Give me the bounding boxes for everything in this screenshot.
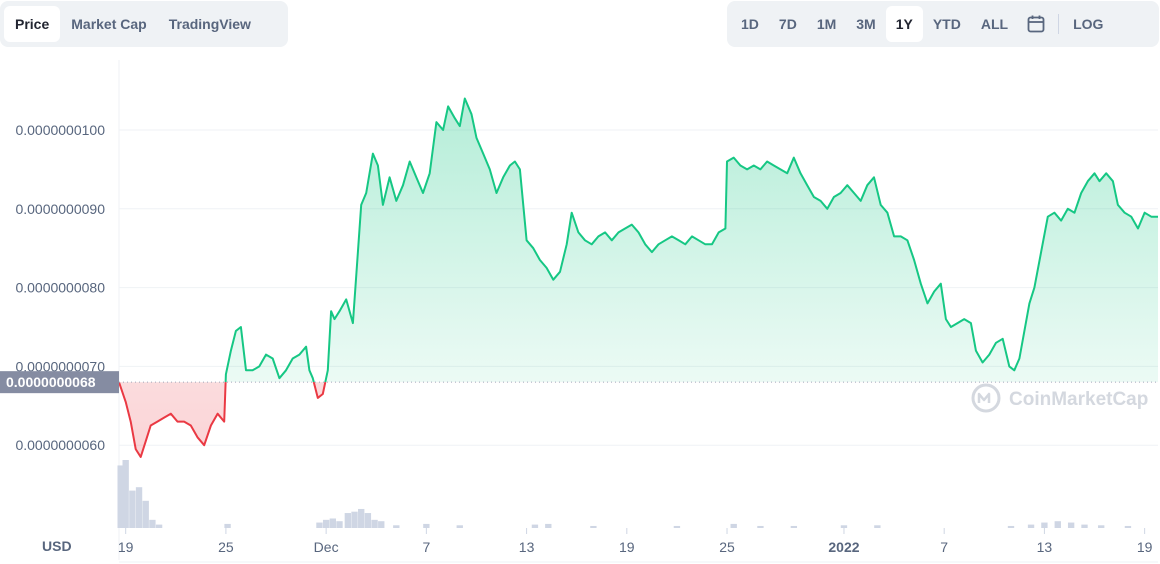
coinmarketcap-logo-icon — [971, 383, 1001, 413]
divider — [1058, 14, 1060, 34]
volume-bar — [1081, 524, 1088, 528]
volume-bar — [117, 465, 124, 528]
volume-bar — [155, 524, 163, 528]
volume-bar — [378, 521, 385, 528]
reference-price: 0.0000000068 — [0, 371, 1158, 394]
volume-bar — [371, 519, 378, 528]
volume-bar — [840, 525, 848, 528]
tab-price[interactable]: Price — [4, 6, 61, 42]
volume-bar — [757, 525, 764, 528]
volume-bar — [351, 511, 358, 528]
volume-bar — [393, 525, 400, 528]
x-tick-label: 19 — [1137, 539, 1153, 555]
volume-bar — [1007, 525, 1015, 528]
volume-bar — [344, 513, 352, 528]
price-area-down — [119, 382, 326, 457]
y-tick-label: 0.0000000100 — [15, 122, 105, 138]
price-series — [118, 97, 1158, 458]
volume-bar — [336, 521, 343, 528]
volume-bar — [322, 519, 330, 528]
volume-bar — [224, 523, 231, 528]
y-tick-label: 0.0000000070 — [15, 358, 105, 374]
volume-bars — [117, 460, 1132, 528]
x-tick-label: 7 — [940, 539, 948, 555]
y-tick-label: 0.0000000080 — [15, 280, 105, 296]
x-tick-label: 13 — [1037, 539, 1053, 555]
range-3m[interactable]: 3M — [856, 16, 876, 32]
volume-bar — [1041, 522, 1048, 528]
volume-bar — [545, 523, 552, 528]
volume-bar — [456, 525, 463, 528]
x-tick-label: 25 — [218, 539, 234, 555]
price-area-up — [119, 98, 1158, 383]
volume-bar — [129, 490, 136, 528]
x-tick-label: 13 — [519, 539, 535, 555]
y-axis: 0.0000000060 0.0000000070 0.0000000080 0.00… — [15, 122, 105, 453]
chart-type-tabs: Price Market Cap TradingView — [0, 1, 288, 47]
volume-bar — [790, 525, 798, 528]
x-tick-label: Dec — [314, 539, 339, 555]
watermark-text: CoinMarketCap — [1009, 389, 1148, 410]
x-tick-label: 2022 — [828, 539, 859, 555]
volume-bar — [730, 523, 737, 528]
watermark: CoinMarketCap — [971, 383, 1148, 413]
time-range-tabs: 1D 7D 1M 3M 1Y YTD ALL LOG — [727, 1, 1159, 47]
volume-bar — [531, 524, 539, 528]
volume-bar — [1124, 525, 1132, 528]
range-7d[interactable]: 7D — [778, 16, 797, 32]
volume-bar — [142, 500, 149, 528]
range-ytd[interactable]: YTD — [932, 16, 961, 32]
tab-market-cap[interactable]: Market Cap — [71, 16, 147, 32]
volume-bar — [135, 487, 143, 528]
volume-bar — [874, 525, 881, 528]
volume-bar — [149, 519, 156, 528]
y-tick-label: 0.0000000090 — [15, 201, 105, 217]
volume-bar — [1098, 525, 1105, 528]
volume-bar — [423, 523, 430, 528]
volume-bar — [316, 522, 323, 528]
range-all[interactable]: ALL — [980, 16, 1009, 32]
volume-bar — [122, 460, 129, 528]
volume-bar — [590, 525, 597, 528]
range-1y[interactable]: 1Y — [885, 6, 923, 42]
x-tick-label: 19 — [619, 539, 635, 555]
volume-bar — [358, 508, 365, 528]
volume-bar — [329, 518, 336, 528]
reference-price-tag — [0, 371, 119, 394]
range-1d[interactable]: 1D — [741, 16, 759, 32]
tab-tradingview[interactable]: TradingView — [168, 16, 251, 32]
volume-bar — [1067, 522, 1075, 528]
volume-bar — [1054, 521, 1061, 528]
price-line-up — [119, 97, 1158, 383]
x-tick-label: 25 — [719, 539, 735, 555]
y-tick-label: 0.0000000060 — [15, 437, 105, 453]
reference-price-label: 0.0000000068 — [6, 374, 96, 390]
currency-label: USD — [42, 538, 72, 554]
x-tick-label: 7 — [422, 539, 430, 555]
calendar-icon[interactable] — [1018, 6, 1054, 42]
range-1m[interactable]: 1M — [816, 16, 837, 32]
x-axis: 19 25 Dec 7 13 19 25 2022 7 13 19 — [118, 528, 1153, 555]
volume-bar — [673, 525, 681, 528]
x-tick-label: 19 — [118, 539, 134, 555]
volume-bar — [1027, 524, 1035, 528]
log-toggle[interactable]: LOG — [1073, 16, 1104, 32]
volume-bar — [364, 513, 372, 528]
